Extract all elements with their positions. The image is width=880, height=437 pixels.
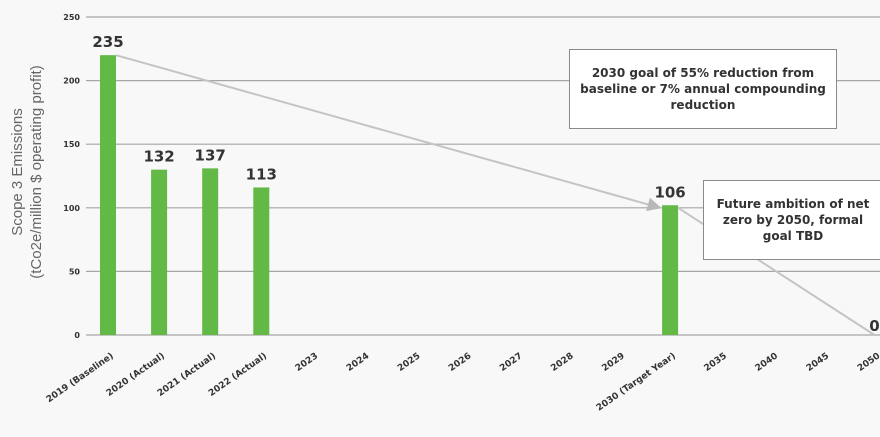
y-tick-label: 200 (63, 77, 80, 86)
bar (202, 168, 219, 335)
bar (253, 187, 270, 335)
x-tick-label: 2025 (396, 351, 422, 374)
bar (151, 169, 168, 335)
y-tick-label: 250 (63, 13, 80, 22)
bar-value-label: 137 (195, 146, 226, 164)
y-tick-label: 50 (69, 267, 81, 276)
y-axis-title-line1: Scope 3 Emissions (9, 108, 26, 236)
x-tick-label: 2026 (447, 351, 473, 374)
bar-value-label: 235 (92, 33, 123, 51)
bar-value-label: 106 (654, 183, 685, 201)
bar-value-label: 0 (869, 317, 879, 335)
x-tick-label: 2050 (856, 351, 880, 374)
x-tick-label: 2029 (600, 351, 626, 374)
y-tick-label: 150 (63, 140, 80, 149)
bar (100, 55, 116, 335)
y-tick-label: 100 (63, 204, 80, 213)
x-tick-label: 2035 (703, 351, 729, 374)
annotation-net-zero-2050: Future ambition of net zero by 2050, for… (703, 180, 880, 260)
trajectory-arrow-2019-2030 (115, 54, 662, 212)
x-tick-label: 2040 (754, 351, 780, 374)
x-tick-label: 2045 (805, 351, 831, 374)
y-axis-title-line2: (tCo2e/million $ operating profit) (28, 65, 45, 278)
x-tick-label: 2019 (Baseline) (45, 351, 116, 405)
bar-value-label: 132 (143, 148, 174, 166)
bar (662, 205, 679, 335)
y-tick-label: 0 (74, 331, 80, 340)
annotation-2030-goal: 2030 goal of 55% reduction from baseline… (569, 49, 837, 129)
x-tick-label: 2023 (294, 351, 320, 374)
x-tick-label: 2024 (345, 351, 371, 374)
x-tick-label: 2028 (549, 351, 575, 374)
bar-value-label: 113 (246, 165, 277, 183)
x-tick-label: 2027 (498, 351, 524, 374)
